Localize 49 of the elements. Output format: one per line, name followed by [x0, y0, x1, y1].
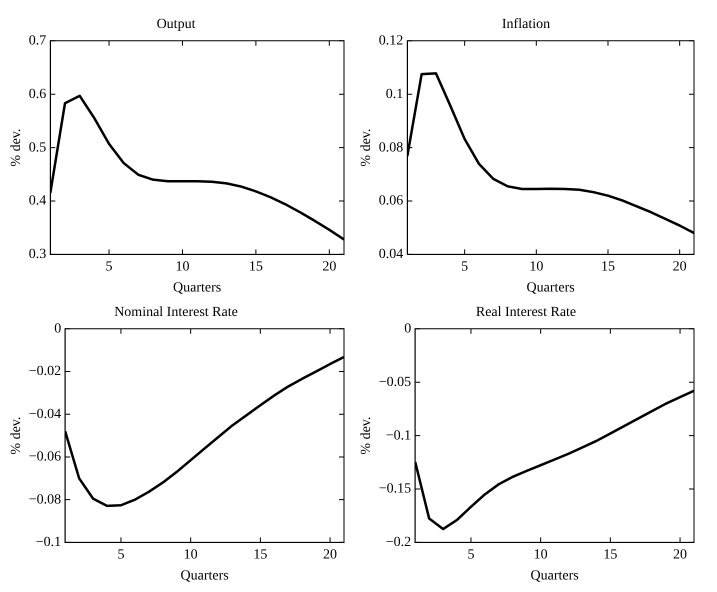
y-axis-title: % dev.: [9, 128, 24, 167]
y-tick-label: −0.05: [378, 374, 412, 390]
x-tick-label: 10: [184, 547, 198, 562]
x-tick-label: 15: [253, 547, 268, 562]
x-tick-label: 10: [534, 547, 548, 562]
y-tick-label: −0.06: [28, 450, 62, 465]
x-tick-label: 20: [672, 259, 687, 274]
y-axis-title: % dev.: [359, 128, 374, 167]
y-tick-label: 0.06: [378, 194, 404, 209]
y-tick-label: −0.02: [28, 364, 62, 380]
chart-title: Nominal Interest Rate: [114, 305, 238, 320]
y-tick-label: −0.1: [386, 428, 412, 444]
y-tick-label: −0.08: [28, 492, 62, 508]
x-tick-label: 20: [322, 259, 336, 274]
x-tick-label: 20: [673, 547, 688, 562]
y-axis-title: % dev.: [9, 416, 24, 455]
y-tick-label: 0.6: [28, 86, 46, 102]
y-tick-label: 0.7: [28, 33, 46, 48]
x-tick-label: 15: [600, 259, 615, 274]
y-tick-label: −0.04: [28, 406, 62, 422]
x-tick-label: 5: [467, 547, 474, 562]
x-tick-label: 20: [323, 547, 338, 562]
x-tick-label: 5: [117, 547, 124, 562]
y-tick-label: 0.12: [378, 33, 404, 48]
x-tick-label: 5: [461, 259, 468, 274]
y-axis-title: % dev.: [359, 416, 374, 455]
y-tick-label: 0: [54, 321, 62, 336]
y-tick-label: −0.1: [36, 535, 62, 550]
y-tick-label: −0.15: [378, 482, 412, 497]
x-axis-title: Quarters: [173, 280, 222, 296]
x-axis-title: Quarters: [180, 568, 229, 584]
x-tick-label: 10: [175, 259, 190, 274]
y-tick-label: 0.04: [378, 247, 404, 262]
x-tick-label: 5: [106, 259, 113, 274]
y-tick-label: 0.08: [378, 140, 404, 156]
chart-title: Real Interest Rate: [476, 305, 576, 320]
y-tick-label: 0: [404, 321, 412, 336]
chart-title: Output: [156, 17, 196, 32]
y-tick-label: 0.4: [28, 194, 46, 209]
x-axis-title: Quarters: [530, 568, 579, 584]
x-tick-label: 15: [603, 547, 618, 562]
chart-title: Inflation: [502, 17, 550, 32]
y-tick-label: 0.5: [28, 140, 46, 156]
y-tick-label: 0.3: [28, 247, 46, 262]
y-tick-label: −0.2: [386, 535, 412, 550]
x-tick-label: 15: [248, 259, 263, 274]
x-axis-title: Quarters: [526, 280, 575, 296]
y-tick-label: 0.1: [386, 86, 404, 102]
x-tick-label: 10: [529, 259, 544, 274]
